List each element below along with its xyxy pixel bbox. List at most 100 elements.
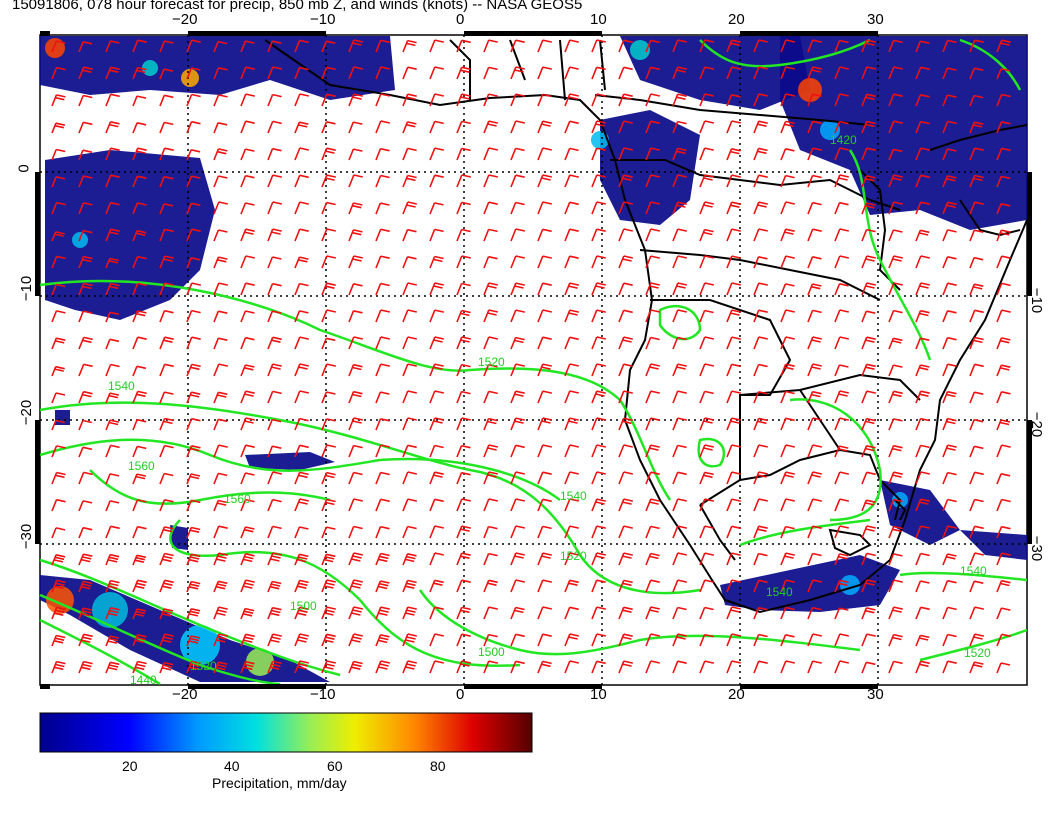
wind-barb	[429, 633, 444, 647]
wind-barb	[645, 228, 660, 242]
wind-barb	[564, 390, 579, 404]
wind-barb	[51, 66, 66, 80]
wind-barb	[240, 66, 255, 80]
wind-barb	[618, 660, 633, 674]
wind-barb	[780, 634, 795, 647]
wind-barb	[942, 175, 957, 188]
wind-barb	[375, 498, 390, 512]
wind-barb	[726, 309, 741, 323]
wind-barb	[267, 471, 282, 485]
wind-barb	[537, 633, 552, 647]
colorbar-tick: 40	[224, 758, 240, 774]
wind-barb	[807, 93, 822, 107]
wind-barb	[699, 336, 714, 350]
wind-barb	[159, 661, 174, 674]
wind-barb	[888, 579, 903, 593]
wind-barb	[834, 607, 849, 620]
wind-barb	[375, 174, 390, 188]
wind-barb	[645, 606, 660, 620]
wind-barb	[807, 633, 822, 647]
wind-barb	[78, 390, 93, 404]
wind-barb	[915, 580, 930, 593]
wind-barb	[510, 147, 525, 161]
wind-barb	[321, 553, 336, 566]
wind-barb	[294, 256, 309, 269]
wind-barb	[240, 310, 255, 323]
wind-barb	[483, 309, 498, 323]
wind-barb	[402, 444, 417, 458]
precip-area	[780, 36, 1027, 230]
wind-barb	[213, 229, 228, 242]
wind-barb	[159, 363, 174, 377]
wind-barb	[321, 391, 336, 404]
wind-barb	[807, 39, 822, 53]
wind-barb	[429, 282, 444, 296]
wind-barb	[267, 418, 282, 431]
wind-barb	[672, 579, 687, 593]
wind-barb	[780, 255, 795, 269]
wind-barb	[564, 39, 579, 53]
wind-barb	[186, 149, 201, 161]
wind-barb	[564, 525, 579, 539]
wind-barb	[861, 417, 876, 431]
wind-barb	[915, 40, 930, 53]
wind-barb	[942, 525, 957, 539]
wind-barb	[51, 660, 66, 674]
wind-barb	[618, 228, 633, 242]
wind-barb	[564, 66, 579, 80]
wind-barb	[294, 93, 309, 107]
wind-barb	[213, 67, 228, 80]
wind-barb	[78, 255, 93, 269]
wind-barb	[699, 309, 714, 323]
wind-barb	[861, 633, 876, 647]
wind-barb	[402, 201, 417, 215]
wind-barb	[672, 498, 687, 512]
wind-barb	[456, 255, 471, 269]
wind-barb	[834, 201, 849, 215]
wind-barb	[699, 363, 714, 377]
frame-bar-right	[1027, 172, 1032, 296]
wind-barb	[402, 147, 417, 161]
wind-barb	[321, 471, 336, 485]
wind-barb	[510, 228, 525, 242]
wind-barb	[186, 336, 201, 350]
wind-barb	[402, 633, 417, 647]
wind-barb	[375, 282, 390, 296]
right-lat-label: −10	[1028, 287, 1046, 314]
precip-area	[40, 36, 395, 100]
wind-barb	[753, 606, 768, 620]
wind-barb	[834, 660, 849, 674]
wind-barb	[537, 606, 552, 620]
wind-barbs	[51, 39, 1011, 674]
wind-barb	[726, 255, 741, 269]
wind-barb	[537, 552, 552, 566]
wind-barb	[213, 201, 228, 215]
wind-barb	[915, 255, 930, 269]
wind-barb	[942, 282, 957, 296]
contour-line	[89, 469, 331, 505]
wind-barb	[456, 363, 471, 377]
wind-barb	[267, 552, 282, 566]
wind-barb	[132, 579, 147, 593]
wind-barb	[753, 363, 768, 377]
wind-barb	[429, 552, 444, 566]
wind-barb	[186, 526, 201, 539]
wind-barb	[834, 336, 849, 350]
wind-barb	[51, 579, 66, 593]
wind-barb	[267, 93, 282, 107]
wind-barb	[996, 309, 1011, 323]
wind-barb	[159, 608, 174, 620]
wind-barb	[807, 147, 822, 161]
wind-barb	[402, 525, 417, 539]
coastline	[699, 504, 736, 561]
wind-barb	[402, 606, 417, 620]
wind-barb	[294, 121, 309, 134]
wind-barb	[996, 93, 1011, 107]
wind-barb	[726, 444, 741, 458]
frame-bars	[35, 31, 1032, 689]
wind-barb	[402, 309, 417, 323]
frame-bar-bottom	[464, 684, 602, 689]
wind-barb	[645, 147, 660, 161]
wind-barb	[996, 498, 1011, 512]
wind-barb	[915, 417, 930, 431]
